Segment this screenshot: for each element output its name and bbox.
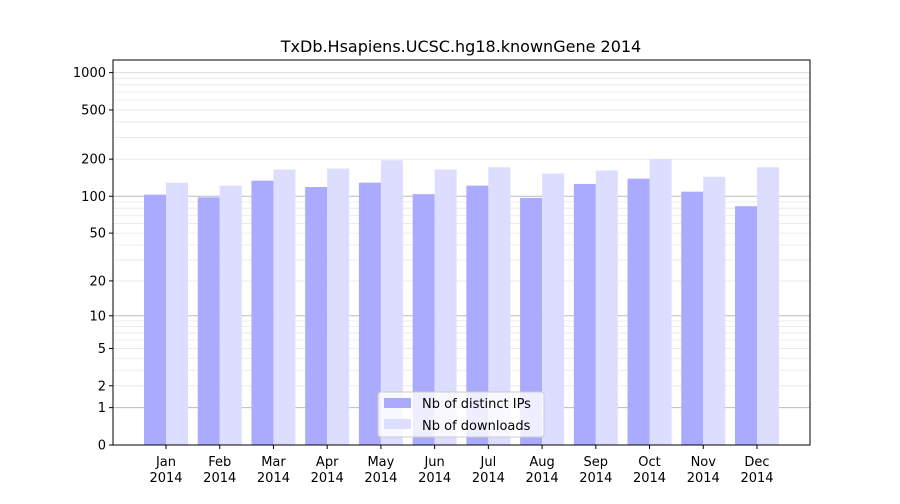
y-tick-label: 2 — [98, 379, 106, 394]
chart-title: TxDb.Hsapiens.UCSC.hg18.knownGene 2014 — [280, 37, 641, 56]
x-tick-label: Feb — [208, 455, 231, 470]
y-tick-label: 0 — [98, 439, 106, 454]
bar-downloads — [542, 173, 565, 445]
x-tick-label: 2014 — [364, 471, 397, 486]
bar-downloads — [649, 159, 672, 445]
y-tick-label: 200 — [81, 153, 106, 168]
y-tick-label: 10 — [89, 309, 106, 324]
legend-label-downloads: Nb of downloads — [422, 419, 531, 434]
bar-downloads — [595, 170, 618, 446]
bars — [144, 159, 779, 446]
bar-downloads — [380, 160, 403, 446]
bar-ips — [573, 183, 596, 445]
x-tick-label: 2014 — [687, 471, 720, 486]
x-tick-label: Aug — [529, 455, 554, 470]
x-tick-label: Nov — [691, 455, 717, 470]
bar-ips — [466, 185, 489, 445]
bar-ips — [412, 194, 435, 445]
bar-ips — [197, 197, 220, 445]
x-tick-label: Jan — [155, 455, 176, 470]
y-tick-label: 5 — [98, 342, 106, 357]
x-tick-label: 2014 — [472, 471, 505, 486]
legend-swatch-downloads — [384, 419, 411, 429]
bar-ips — [735, 206, 757, 445]
bar-ips — [144, 194, 166, 445]
x-tick-label: 2014 — [740, 471, 773, 486]
y-tick-label: 1 — [98, 401, 106, 416]
y-tick-label: 100 — [81, 190, 106, 205]
y-tick-label: 1000 — [73, 66, 106, 81]
y-axis: 0 1 2 5 10 20 50 100 200 500 1000 — [73, 66, 113, 454]
x-tick-label: 2014 — [257, 471, 290, 486]
y-tick-label: 50 — [89, 227, 106, 242]
x-axis: Jan2014Feb2014Mar2014Apr2014May2014Jun20… — [149, 445, 774, 486]
x-tick-label: Mar — [261, 455, 286, 470]
x-tick-label: May — [367, 455, 394, 470]
x-tick-label: Sep — [584, 455, 609, 470]
bar-ips — [520, 197, 543, 445]
bar-downloads — [219, 185, 242, 445]
bar-downloads — [488, 167, 511, 445]
bar-downloads — [434, 169, 457, 445]
bar-downloads — [757, 167, 779, 445]
x-tick-label: 2014 — [311, 471, 344, 486]
x-tick-label: Jul — [480, 455, 497, 470]
x-tick-label: 2014 — [579, 471, 612, 486]
legend-label-ips: Nb of distinct IPs — [422, 397, 531, 412]
legend-swatch-ips — [384, 398, 411, 408]
x-tick-label: 2014 — [526, 471, 559, 486]
x-tick-label: Apr — [316, 455, 339, 470]
bar-ips — [358, 182, 381, 445]
bar-downloads — [166, 182, 188, 445]
y-tick-label: 20 — [89, 274, 106, 289]
x-tick-label: 2014 — [418, 471, 451, 486]
x-tick-label: 2014 — [633, 471, 666, 486]
bar-downloads — [327, 168, 350, 445]
bar-downloads — [273, 169, 296, 445]
x-tick-label: 2014 — [203, 471, 236, 486]
bar-ips — [305, 186, 328, 445]
x-tick-label: Jun — [423, 455, 444, 470]
bar-downloads — [703, 176, 726, 446]
plot-frame — [112, 59, 811, 446]
bar-ips — [251, 180, 274, 445]
x-tick-label: Oct — [638, 455, 660, 470]
x-tick-label: Dec — [744, 455, 769, 470]
y-tick-label: 500 — [81, 103, 106, 118]
x-tick-label: 2014 — [149, 471, 182, 486]
bar-ips — [681, 191, 704, 445]
legend: Nb of distinct IPs Nb of downloads — [377, 391, 545, 438]
bar-ips — [627, 178, 650, 445]
